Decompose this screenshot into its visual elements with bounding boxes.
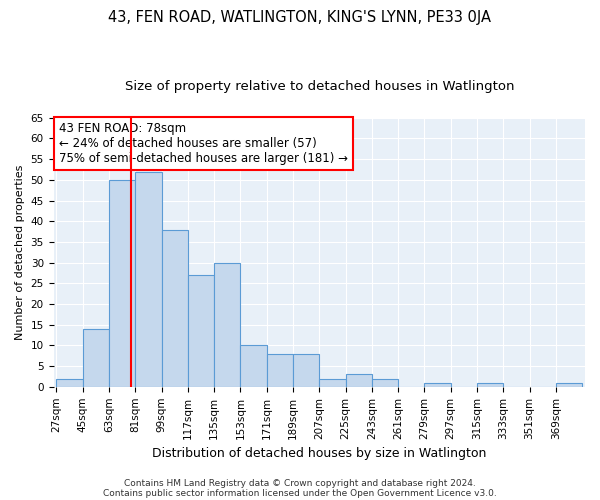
Bar (346, 374, 372, 387)
Bar (56, 378, 83, 387)
Bar (188, 275, 214, 387)
Text: Contains HM Land Registry data © Crown copyright and database right 2024.: Contains HM Land Registry data © Crown c… (124, 478, 476, 488)
Text: Contains public sector information licensed under the Open Government Licence v3: Contains public sector information licen… (103, 488, 497, 498)
Bar (477, 382, 503, 387)
Text: 43, FEN ROAD, WATLINGTON, KING'S LYNN, PE33 0JA: 43, FEN ROAD, WATLINGTON, KING'S LYNN, P… (109, 10, 491, 25)
Bar (241, 346, 267, 387)
Title: Size of property relative to detached houses in Watlington: Size of property relative to detached ho… (125, 80, 514, 93)
Bar (556, 382, 582, 387)
Bar (424, 382, 451, 387)
Y-axis label: Number of detached properties: Number of detached properties (15, 164, 25, 340)
Bar (293, 354, 319, 387)
Bar (267, 354, 293, 387)
Bar (83, 329, 109, 387)
Text: 43 FEN ROAD: 78sqm
← 24% of detached houses are smaller (57)
75% of semi-detache: 43 FEN ROAD: 78sqm ← 24% of detached hou… (59, 122, 348, 165)
Bar (319, 378, 346, 387)
Bar (135, 172, 161, 387)
X-axis label: Distribution of detached houses by size in Watlington: Distribution of detached houses by size … (152, 447, 487, 460)
Bar (214, 262, 241, 387)
Bar (372, 378, 398, 387)
Bar (161, 230, 188, 387)
Bar (109, 180, 135, 387)
